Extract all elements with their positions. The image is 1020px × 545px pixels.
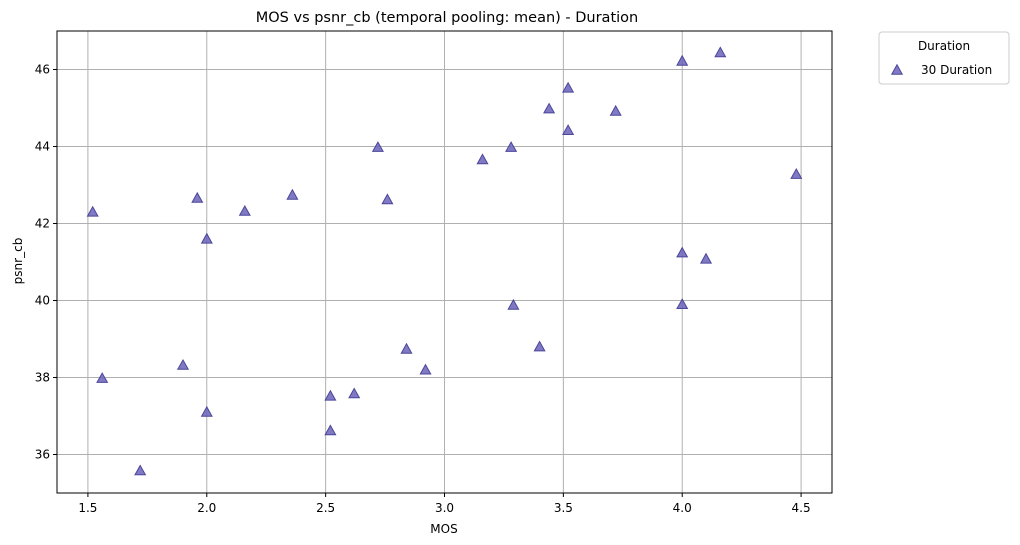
x-tick-label: 2.0	[197, 501, 216, 515]
data-point	[400, 342, 413, 354]
y-tick-label: 40	[35, 294, 50, 308]
data-point	[348, 387, 361, 399]
grid-lines	[57, 31, 832, 493]
data-point	[676, 246, 689, 258]
data-point	[176, 358, 190, 370]
x-axis-label: MOS	[430, 522, 457, 536]
x-tick-label: 4.0	[673, 501, 692, 515]
data-point	[381, 193, 394, 205]
data-point	[505, 141, 518, 152]
y-tick-label: 44	[35, 140, 50, 154]
data-point	[200, 232, 213, 244]
data-point	[507, 298, 520, 310]
data-point	[324, 389, 337, 401]
data-point	[562, 124, 575, 135]
data-point	[419, 363, 432, 375]
data-point	[609, 104, 622, 116]
data-points	[86, 46, 803, 476]
data-point	[790, 167, 803, 179]
y-tick-label: 42	[35, 217, 50, 231]
legend-title: Duration	[918, 39, 970, 53]
legend-entry-label: 30 Duration	[921, 63, 992, 77]
x-tick-label: 3.0	[435, 501, 454, 515]
x-tick-label: 1.5	[78, 501, 97, 515]
x-tick-label: 3.5	[554, 501, 573, 515]
data-point	[86, 205, 99, 217]
data-point	[476, 153, 489, 165]
x-tick-label: 2.5	[316, 501, 335, 515]
x-tick-label: 4.5	[792, 501, 811, 515]
axis-ticks: 1.5 2.0 2.5 3.0 3.5 4.0 4.5 36 38 40 42 44 46	[35, 63, 811, 516]
data-point	[699, 252, 713, 264]
data-point	[286, 188, 299, 200]
data-point	[543, 102, 556, 114]
data-point	[371, 141, 384, 152]
data-point	[562, 81, 575, 93]
legend-marker	[890, 63, 904, 75]
y-tick-label: 38	[35, 371, 50, 385]
data-point	[676, 298, 689, 309]
y-tick-label: 46	[35, 63, 50, 77]
data-point	[533, 340, 546, 352]
data-point	[191, 191, 204, 203]
data-point	[324, 424, 337, 436]
legend-box	[878, 31, 1010, 85]
data-point	[96, 372, 109, 383]
y-tick-label: 36	[35, 448, 50, 462]
legend: Duration 30 Duration	[878, 31, 1010, 85]
data-point	[714, 46, 727, 58]
data-point	[676, 54, 689, 66]
y-axis-label: psnr_cb	[11, 238, 25, 285]
chart-title: MOS vs psnr_cb (temporal pooling: mean) …	[256, 10, 638, 26]
data-point	[238, 204, 251, 216]
data-point	[200, 405, 213, 417]
data-point	[134, 464, 147, 476]
